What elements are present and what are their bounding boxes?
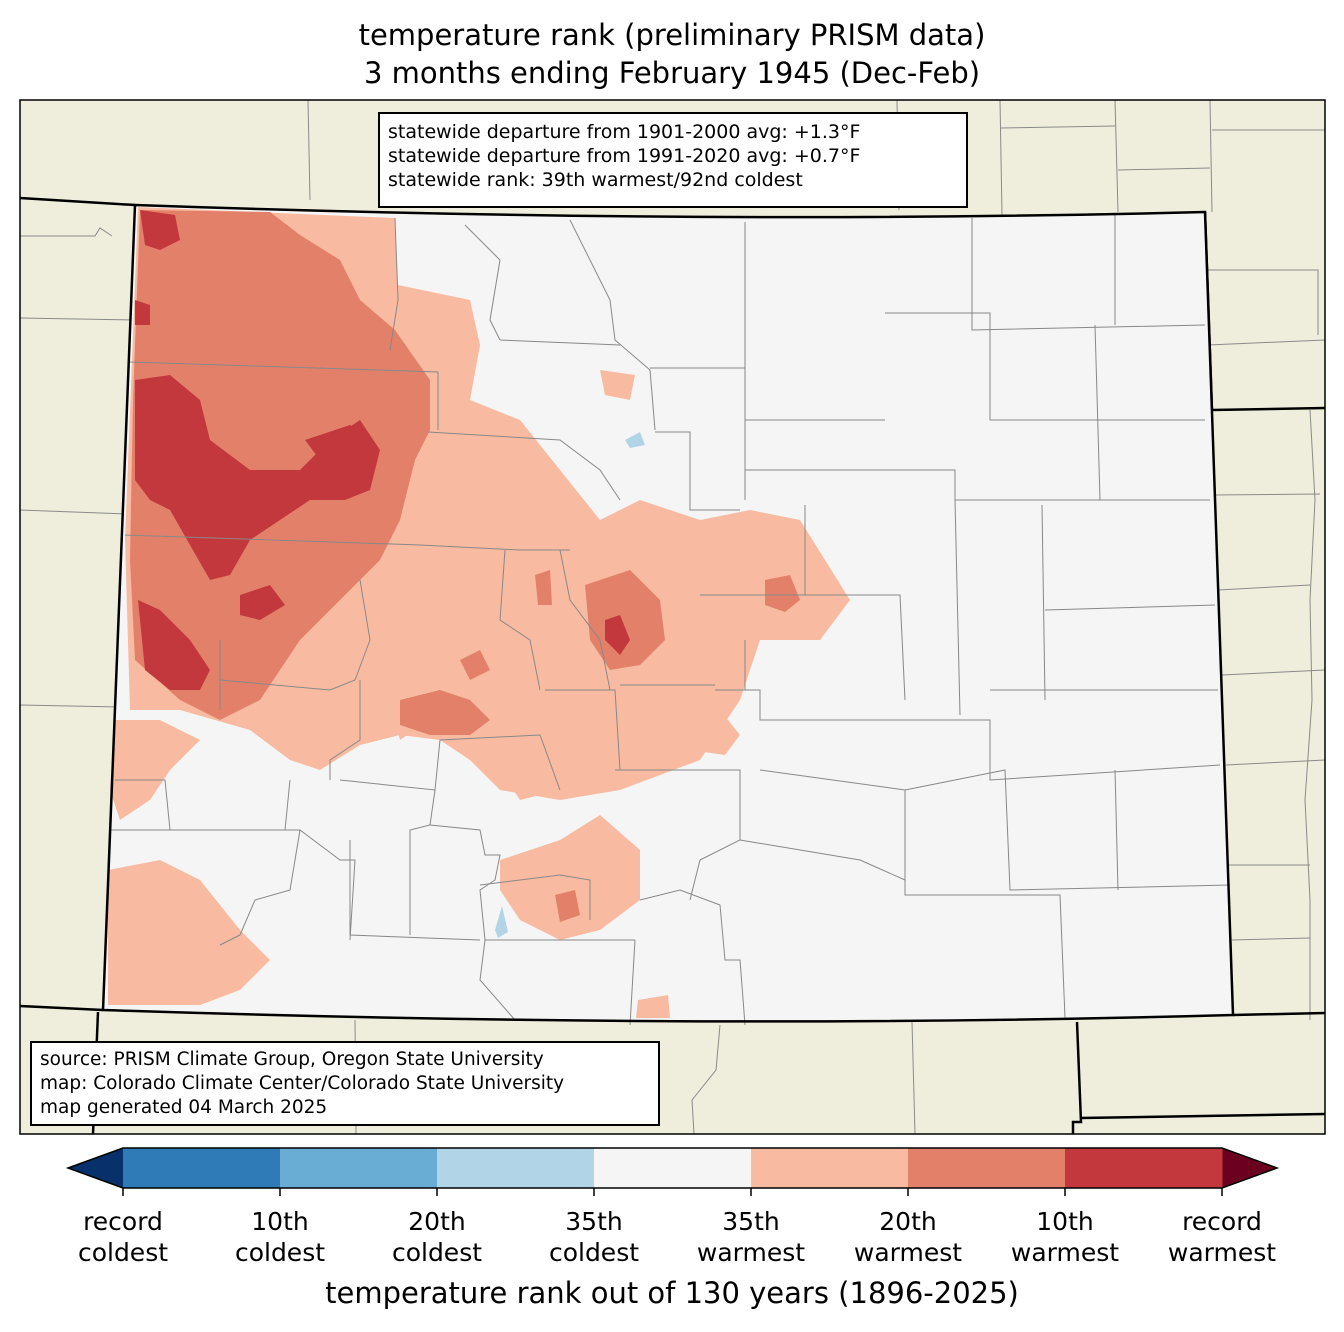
- colorbar-bin: [751, 1148, 909, 1188]
- colorbar-extend-min: [68, 1148, 123, 1188]
- map-frame: [19, 99, 1326, 1135]
- colorbar-tick-label: 10th coldest: [205, 1206, 355, 1268]
- colorado-border: [101, 203, 1235, 1023]
- tick-label-bottom: coldest: [391, 1238, 483, 1267]
- colorado-county-lines: [110, 215, 1231, 1026]
- rank-10th-warmest-areas: [135, 210, 630, 690]
- tick-label-bottom: coldest: [77, 1238, 169, 1267]
- statewide-stats-box: statewide departure from 1901-2000 avg: …: [378, 112, 968, 208]
- colorbar-title: temperature rank out of 130 years (1896-…: [325, 1276, 1019, 1310]
- tick-label-top: 35th: [565, 1207, 623, 1236]
- tick-label-top: 10th: [1036, 1207, 1094, 1236]
- tick-label-bottom: warmest: [853, 1238, 963, 1267]
- colorbar-bin: [437, 1148, 595, 1188]
- colorbar-extend-max: [1222, 1148, 1277, 1188]
- tick-label-top: 35th: [722, 1207, 780, 1236]
- tick-label-top: 20th: [879, 1207, 937, 1236]
- stat-line-rank: statewide rank: 39th warmest/92nd coldes…: [388, 169, 803, 191]
- tick-label-top: 10th: [251, 1207, 309, 1236]
- tick-label-top: record: [1182, 1207, 1262, 1236]
- chart-title-line1: temperature rank (preliminary PRISM data…: [358, 18, 986, 52]
- colorbar-bin: [280, 1148, 438, 1188]
- colorbar-tick-label: 35th coldest: [519, 1206, 669, 1268]
- tick-label-bottom: warmest: [1010, 1238, 1120, 1267]
- rank-35th-coldest-areas: [495, 432, 645, 938]
- map-credit-line: map: Colorado Climate Center/Colorado St…: [40, 1073, 565, 1094]
- colorbar-bin: [908, 1148, 1066, 1188]
- tick-label-bottom: coldest: [548, 1238, 640, 1267]
- stat-line-1901-2000: statewide departure from 1901-2000 avg: …: [388, 121, 861, 143]
- colorbar-tick-label: 35th warmest: [676, 1206, 826, 1268]
- neighbor-county-lines: [19, 99, 1326, 1135]
- colorbar-tick-label: 10th warmest: [990, 1206, 1140, 1268]
- colorbar-tick-label: record warmest: [1147, 1206, 1297, 1268]
- colorbar-tick-label: 20th coldest: [362, 1206, 512, 1268]
- rank-20th-warmest-areas: [130, 210, 800, 922]
- chart-title-line2: 3 months ending February 1945 (Dec-Feb): [363, 56, 981, 90]
- tick-label-top: record: [83, 1207, 163, 1236]
- colorbar-bin: [123, 1148, 281, 1188]
- tick-label-bottom: warmest: [696, 1238, 806, 1267]
- generated-date-line: map generated 04 March 2025: [40, 1097, 328, 1118]
- tick-label-bottom: warmest: [1167, 1238, 1277, 1267]
- source-line: source: PRISM Climate Group, Oregon Stat…: [40, 1049, 544, 1070]
- colorbar-bin: [1065, 1148, 1223, 1188]
- colorbar: [65, 1147, 1280, 1196]
- colorbar-tick-label: 20th warmest: [833, 1206, 983, 1268]
- source-box: source: PRISM Climate Group, Oregon Stat…: [30, 1041, 660, 1126]
- colorbar-bin: [594, 1148, 752, 1188]
- stat-line-1991-2020: statewide departure from 1991-2020 avg: …: [388, 145, 861, 167]
- tick-label-bottom: coldest: [234, 1238, 326, 1267]
- tick-label-top: 20th: [408, 1207, 466, 1236]
- colorbar-tick-label: record coldest: [48, 1206, 198, 1268]
